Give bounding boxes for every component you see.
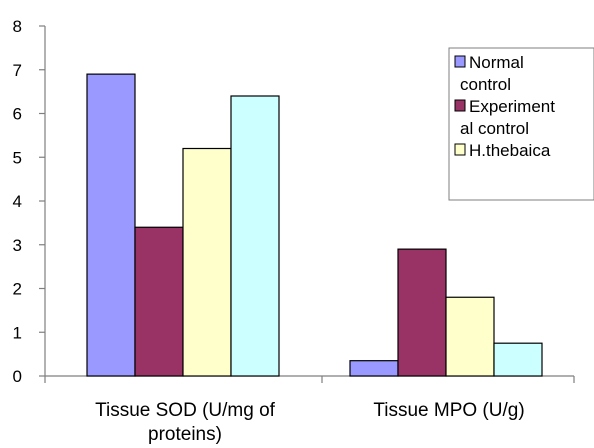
legend: Normal control Experiment al control H.theba…	[448, 47, 594, 201]
bar	[445, 296, 495, 377]
y-tick-label: 5	[13, 148, 22, 167]
bar	[134, 226, 184, 377]
x-category-label: Tissue MPO (U/g)	[373, 400, 524, 421]
y-tick-label: 4	[13, 192, 22, 211]
bar	[349, 360, 399, 377]
bar	[86, 73, 136, 377]
bar	[397, 248, 447, 377]
y-tick-label: 6	[13, 105, 22, 124]
y-tick-label: 1	[13, 323, 22, 342]
x-category-label: Tissue SOD (U/mg of	[95, 400, 276, 421]
legend-swatch	[454, 99, 466, 112]
legend-label: al control	[460, 119, 529, 138]
plot-area: 0 1 2 3 4 5 6 7 8 Tissue SOD (U/mg of proteins) Tis…	[13, 17, 575, 445]
legend-label: H.thebaica	[469, 141, 551, 160]
legend-label: Normal	[469, 53, 524, 72]
bar	[182, 147, 232, 377]
y-tick-label: 7	[13, 61, 22, 80]
legend-box	[448, 47, 594, 201]
bar	[493, 342, 543, 377]
y-tick-label: 8	[13, 17, 22, 36]
x-category-label: proteins)	[148, 424, 222, 445]
legend-label: control	[460, 75, 511, 94]
legend-swatch	[454, 143, 466, 156]
y-tick-label: 0	[13, 367, 22, 386]
y-tick-label: 2	[13, 280, 22, 299]
y-tick-label: 3	[13, 236, 22, 255]
bar	[230, 95, 280, 377]
legend-label: Experiment	[469, 97, 555, 116]
legend-swatch	[454, 55, 466, 68]
